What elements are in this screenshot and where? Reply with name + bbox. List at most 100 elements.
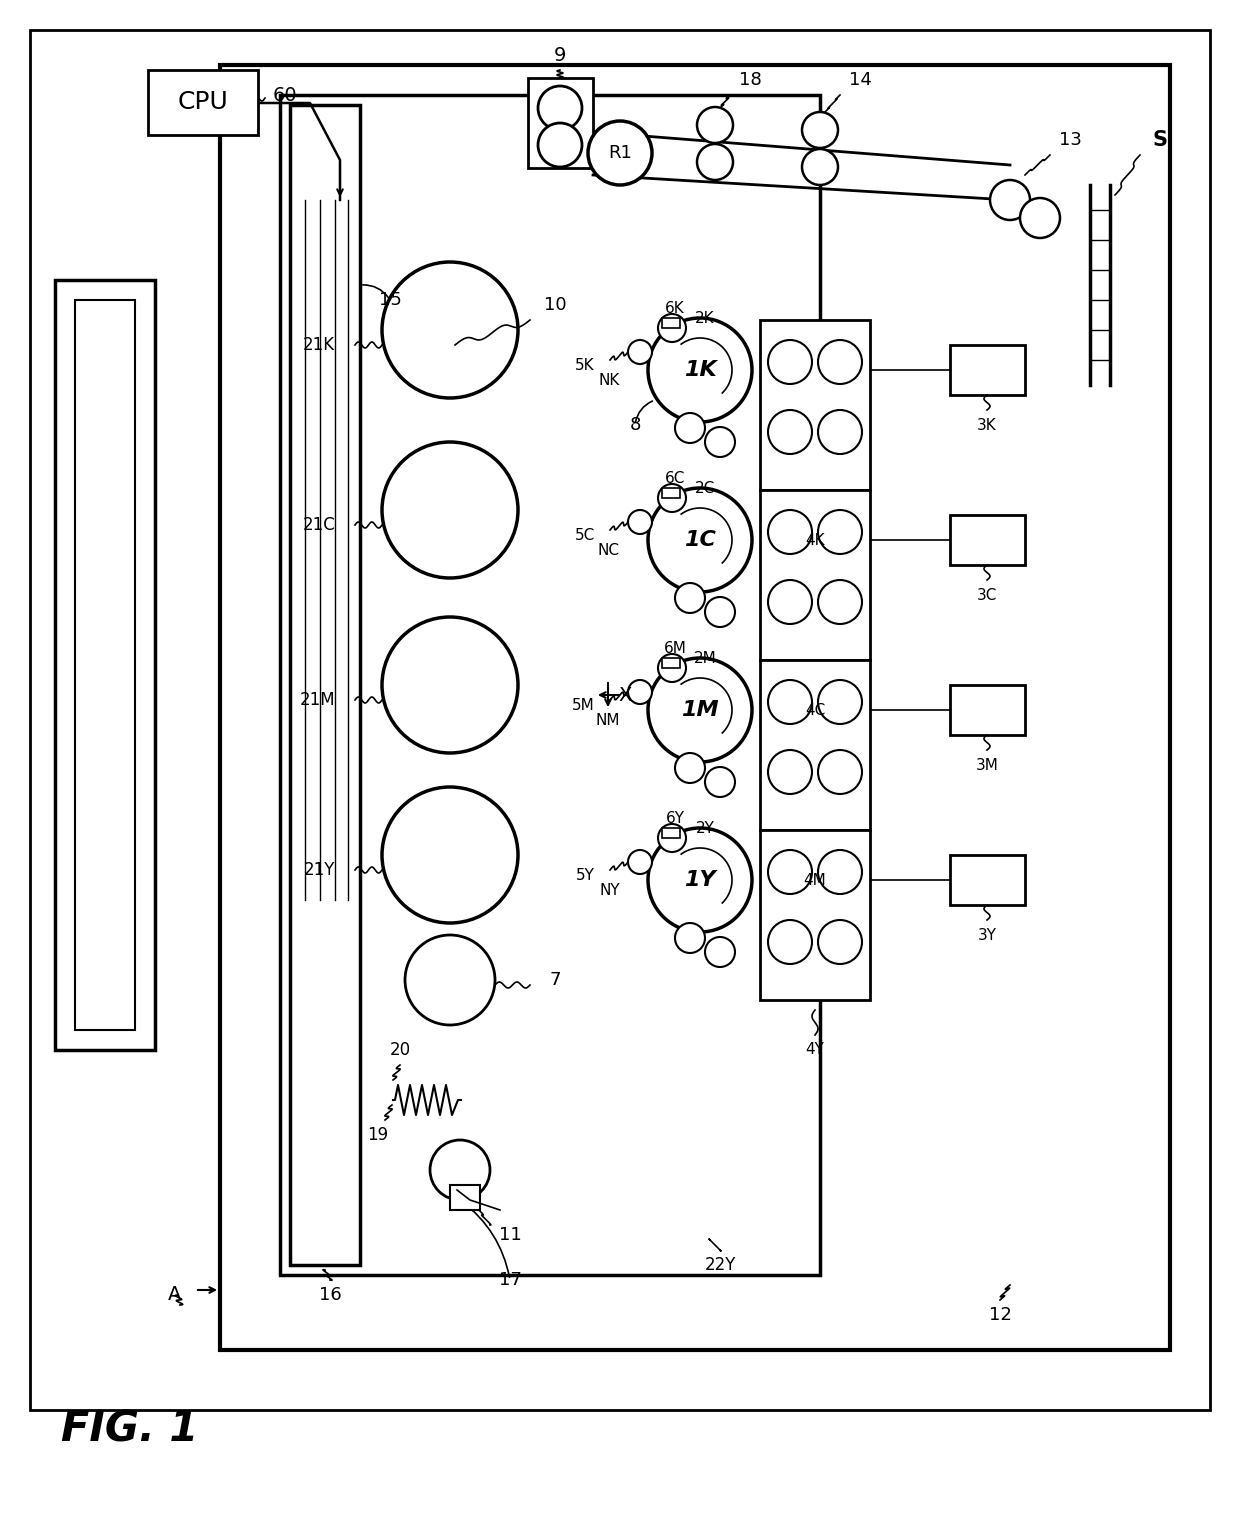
Text: 18: 18: [739, 70, 761, 89]
Circle shape: [818, 680, 862, 725]
Bar: [760, 320, 870, 490]
Text: 1C: 1C: [684, 530, 715, 550]
Bar: [290, 106, 360, 1265]
Bar: [950, 515, 1025, 565]
Text: 6M: 6M: [663, 640, 687, 656]
Circle shape: [382, 443, 518, 578]
Circle shape: [768, 411, 812, 453]
Circle shape: [706, 597, 735, 627]
Circle shape: [818, 510, 862, 555]
Text: FIG. 1: FIG. 1: [61, 1409, 198, 1451]
Text: S: S: [1152, 130, 1168, 150]
Circle shape: [627, 850, 652, 873]
Circle shape: [768, 680, 812, 725]
Bar: [950, 345, 1025, 395]
Circle shape: [658, 824, 686, 852]
Text: 3K: 3K: [977, 418, 997, 432]
Text: 4C: 4C: [805, 703, 825, 717]
Text: 2M: 2M: [693, 651, 717, 665]
Circle shape: [627, 510, 652, 535]
Bar: [662, 827, 680, 838]
Circle shape: [697, 144, 733, 179]
Text: 9: 9: [554, 46, 567, 64]
Text: 21Y: 21Y: [304, 861, 335, 879]
Text: 60: 60: [273, 86, 298, 104]
Text: NK: NK: [599, 372, 620, 388]
Text: 6K: 6K: [665, 300, 684, 316]
Text: 2C: 2C: [694, 481, 715, 495]
Bar: [760, 660, 870, 830]
Circle shape: [658, 484, 686, 512]
Bar: [528, 78, 593, 169]
Circle shape: [675, 754, 706, 783]
Text: 5C: 5C: [575, 527, 595, 542]
Bar: [760, 830, 870, 1000]
Text: 7: 7: [549, 971, 560, 990]
Circle shape: [382, 787, 518, 922]
Text: 6Y: 6Y: [666, 810, 684, 826]
Circle shape: [818, 921, 862, 964]
Text: 4K: 4K: [805, 533, 825, 547]
Text: 15: 15: [378, 291, 402, 309]
Circle shape: [649, 659, 751, 761]
Text: NY: NY: [599, 882, 620, 898]
Circle shape: [382, 617, 518, 754]
Text: NM: NM: [595, 712, 620, 728]
Text: 16: 16: [319, 1285, 341, 1304]
Bar: [662, 489, 680, 498]
Text: 21C: 21C: [303, 516, 335, 535]
Bar: [760, 490, 870, 660]
Circle shape: [405, 935, 495, 1025]
Text: CPU: CPU: [177, 90, 228, 113]
Circle shape: [768, 850, 812, 895]
Circle shape: [768, 510, 812, 555]
Text: 11: 11: [498, 1226, 521, 1244]
Bar: [280, 95, 820, 1275]
Text: 3M: 3M: [976, 757, 998, 772]
Bar: [950, 855, 1025, 905]
Text: 14: 14: [848, 70, 872, 89]
Text: 6C: 6C: [665, 470, 686, 486]
Text: 1M: 1M: [681, 700, 719, 720]
Circle shape: [649, 319, 751, 421]
Circle shape: [802, 112, 838, 149]
Circle shape: [706, 427, 735, 457]
Circle shape: [818, 340, 862, 385]
Bar: [219, 64, 1171, 1350]
Circle shape: [697, 107, 733, 142]
Text: X: X: [619, 685, 631, 705]
Text: 19: 19: [367, 1126, 388, 1144]
Bar: [55, 280, 155, 1049]
Text: NC: NC: [598, 542, 620, 558]
Circle shape: [382, 262, 518, 398]
Circle shape: [818, 411, 862, 453]
Circle shape: [768, 581, 812, 624]
Circle shape: [675, 922, 706, 953]
Circle shape: [818, 581, 862, 624]
Text: 17: 17: [498, 1272, 522, 1288]
Bar: [148, 70, 258, 135]
Circle shape: [802, 149, 838, 185]
Circle shape: [675, 584, 706, 613]
Circle shape: [588, 121, 652, 185]
Circle shape: [990, 179, 1030, 221]
Circle shape: [658, 314, 686, 342]
Circle shape: [768, 921, 812, 964]
Circle shape: [1021, 198, 1060, 237]
Bar: [950, 685, 1025, 735]
Circle shape: [538, 123, 582, 167]
Circle shape: [818, 751, 862, 794]
Text: 21M: 21M: [299, 691, 335, 709]
Text: 4Y: 4Y: [806, 1042, 825, 1057]
Text: R1: R1: [608, 144, 632, 162]
Text: 1K: 1K: [683, 360, 717, 380]
Text: 10: 10: [543, 296, 567, 314]
Circle shape: [706, 938, 735, 967]
Circle shape: [658, 654, 686, 682]
Text: 5Y: 5Y: [577, 867, 595, 882]
Circle shape: [675, 414, 706, 443]
Circle shape: [649, 489, 751, 591]
Text: 1Y: 1Y: [684, 870, 715, 890]
Circle shape: [649, 827, 751, 931]
Text: 20: 20: [389, 1042, 410, 1059]
